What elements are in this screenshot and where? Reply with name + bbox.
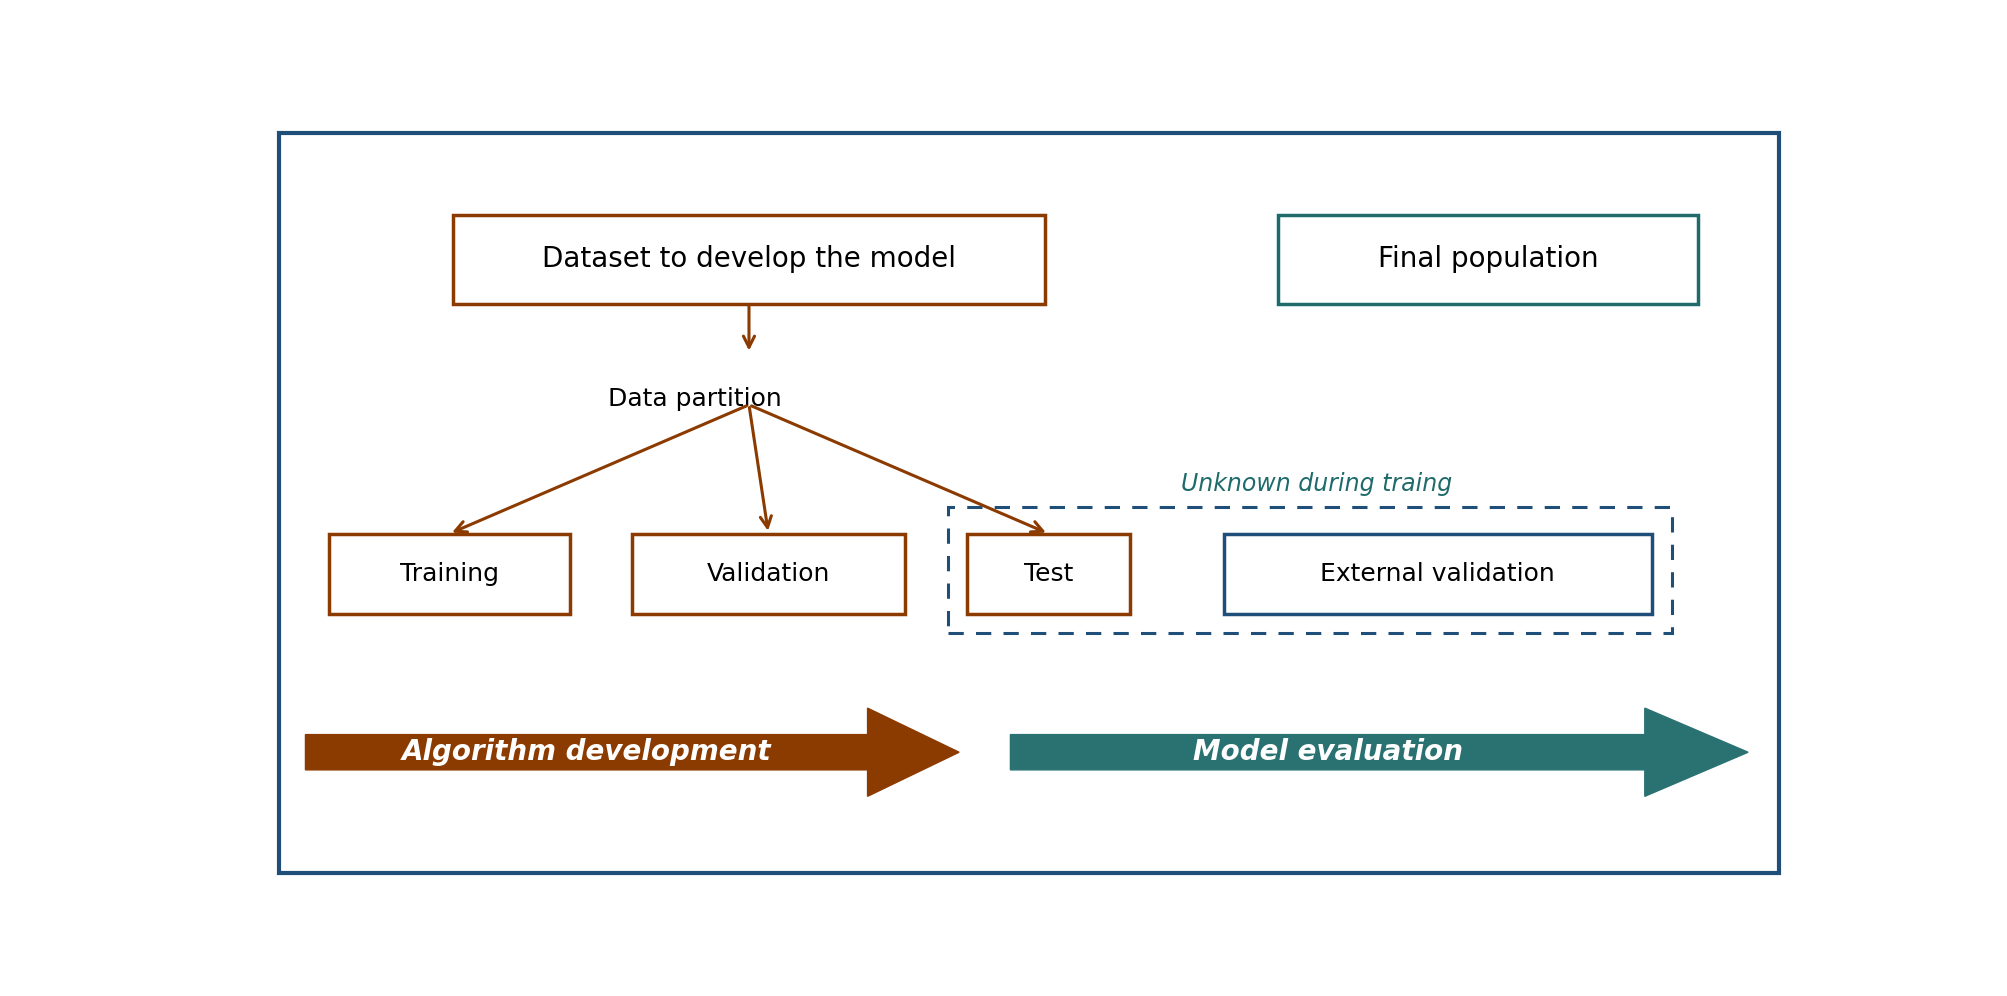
FancyBboxPatch shape (967, 534, 1130, 615)
Text: Training: Training (399, 562, 498, 586)
Polygon shape (305, 708, 959, 797)
Text: Model evaluation: Model evaluation (1192, 738, 1461, 766)
Text: Validation: Validation (706, 562, 829, 586)
Text: Test: Test (1024, 562, 1072, 586)
Text: Dataset to develop the model: Dataset to develop the model (542, 245, 955, 274)
Polygon shape (1010, 708, 1748, 797)
FancyBboxPatch shape (1278, 215, 1698, 304)
FancyBboxPatch shape (329, 534, 570, 615)
Text: Final population: Final population (1377, 245, 1598, 274)
FancyBboxPatch shape (454, 215, 1044, 304)
FancyBboxPatch shape (1222, 534, 1652, 615)
FancyBboxPatch shape (632, 534, 905, 615)
Text: Data partition: Data partition (608, 387, 781, 411)
Text: Unknown during traing: Unknown during traing (1180, 472, 1451, 496)
Text: External validation: External validation (1319, 562, 1553, 586)
Text: Algorithm development: Algorithm development (401, 738, 771, 766)
